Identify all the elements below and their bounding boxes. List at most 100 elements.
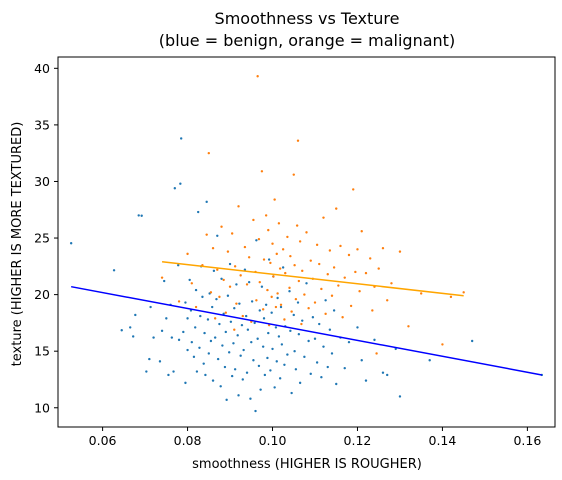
- malignant-point: [386, 299, 389, 302]
- benign-point: [330, 352, 334, 355]
- benign-point: [289, 329, 292, 333]
- malignant-point: [275, 252, 278, 256]
- benign-point: [220, 277, 223, 280]
- benign-point: [219, 385, 222, 388]
- malignant-point: [371, 309, 374, 312]
- benign-point: [398, 395, 402, 398]
- benign-point: [273, 386, 276, 389]
- benign-point: [252, 359, 255, 362]
- benign-point: [190, 340, 194, 344]
- benign-point: [322, 345, 325, 348]
- benign-point: [320, 376, 323, 379]
- y-tick-label: 35: [34, 117, 50, 132]
- malignant-point: [272, 275, 275, 278]
- malignant-point: [300, 322, 303, 326]
- benign-point: [326, 365, 329, 369]
- malignant-point: [256, 75, 259, 78]
- benign-point: [152, 336, 155, 339]
- benign-point: [250, 340, 253, 344]
- benign-point: [204, 373, 207, 377]
- malignant-point: [233, 328, 236, 331]
- benign-point: [225, 398, 228, 402]
- benign-point: [194, 326, 197, 329]
- malignant-point: [284, 271, 287, 275]
- benign-point: [328, 328, 332, 331]
- benign-point: [246, 328, 250, 331]
- benign-point: [211, 379, 215, 382]
- benign-point: [69, 242, 73, 245]
- y-axis-label: texture (HIGHER IS MORE TEXTURED): [10, 122, 25, 367]
- benign-point: [195, 370, 199, 373]
- malignant-point: [315, 243, 319, 247]
- benign-point: [202, 362, 205, 365]
- malignant-point: [218, 295, 221, 299]
- x-tick-label: 0.08: [174, 433, 202, 448]
- malignant-point: [449, 295, 453, 299]
- benign-point: [271, 347, 274, 351]
- malignant-point: [347, 253, 351, 257]
- malignant-point: [352, 188, 355, 191]
- malignant-point: [419, 292, 423, 295]
- malignant-point: [252, 218, 255, 222]
- benign-point: [184, 381, 187, 385]
- chart-title: Smoothness vs Texture: [215, 9, 400, 28]
- malignant-point: [279, 303, 283, 306]
- benign-point: [247, 280, 251, 284]
- benign-point: [263, 373, 267, 377]
- benign-point: [286, 353, 289, 356]
- benign-point: [245, 371, 249, 374]
- benign-point: [172, 370, 175, 373]
- benign-point: [278, 377, 282, 380]
- benign-point: [266, 356, 269, 360]
- malignant-point: [381, 247, 385, 250]
- benign-point: [228, 262, 232, 266]
- benign-point: [259, 388, 262, 391]
- malignant-point: [324, 312, 327, 316]
- benign-point: [360, 359, 363, 362]
- x-tick-label: 0.12: [344, 433, 372, 448]
- malignant-point: [328, 249, 332, 252]
- benign-point: [343, 366, 346, 370]
- malignant-point: [326, 273, 329, 276]
- benign-point: [249, 397, 252, 400]
- benign-point: [257, 364, 261, 368]
- benign-point: [297, 333, 301, 336]
- benign-point: [315, 361, 319, 364]
- benign-point: [196, 210, 200, 214]
- benign-point: [186, 348, 189, 352]
- axes: 0.06 0.08 0.10 0.12 0.14 0.16 10 15 20 25 30 35 40: [34, 56, 556, 448]
- benign-point: [206, 318, 210, 321]
- benign-point: [137, 214, 140, 217]
- benign-point: [311, 316, 315, 319]
- benign-point: [240, 323, 244, 327]
- benign-point: [167, 373, 170, 377]
- malignant-point: [260, 170, 264, 173]
- malignant-point: [289, 254, 292, 258]
- benign-point: [470, 339, 474, 343]
- x-tick-label: 0.16: [513, 433, 541, 448]
- malignant-point: [375, 352, 378, 355]
- benign-point: [281, 266, 285, 269]
- benign-point: [386, 373, 389, 377]
- benign-point: [303, 355, 306, 359]
- benign-point: [318, 322, 321, 326]
- benign-point: [216, 234, 219, 237]
- benign-point: [373, 338, 376, 342]
- benign-point: [120, 329, 123, 332]
- benign-point: [232, 342, 235, 345]
- benign-point: [182, 330, 185, 334]
- malignant-point: [235, 302, 238, 305]
- benign-point: [235, 283, 238, 286]
- benign-point: [324, 299, 327, 302]
- benign-point: [293, 349, 296, 353]
- benign-point: [250, 300, 254, 303]
- malignant-point: [278, 267, 282, 270]
- malignant-point: [277, 222, 281, 225]
- benign-point: [241, 378, 244, 381]
- benign-point: [356, 326, 359, 329]
- malignant-point: [332, 266, 336, 269]
- benign-point: [216, 357, 220, 361]
- y-tick-label: 25: [34, 231, 50, 246]
- malignant-point: [255, 299, 258, 302]
